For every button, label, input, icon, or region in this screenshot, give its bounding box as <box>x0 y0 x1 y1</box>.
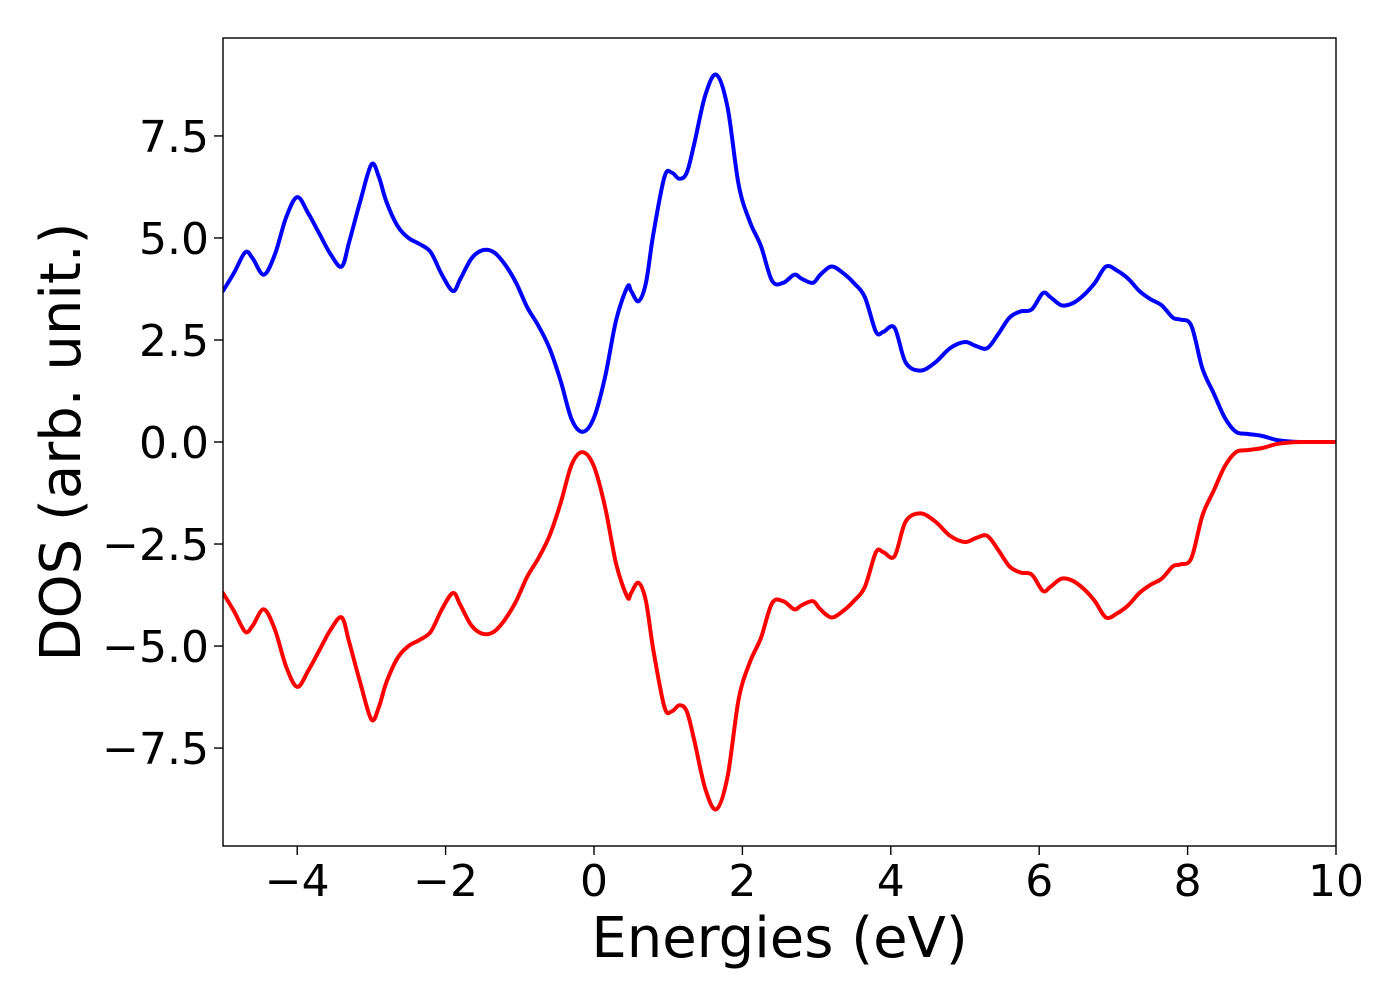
series-line-1 <box>223 72 1336 445</box>
x-tick-label: 8 <box>1174 856 1202 907</box>
y-tick-label: −2.5 <box>102 520 209 571</box>
y-tick-label: 7.5 <box>139 112 209 163</box>
x-tick-label: −4 <box>265 856 330 907</box>
x-tick-label: 6 <box>1025 856 1053 907</box>
x-tick-label: 10 <box>1308 856 1364 907</box>
x-axis-ticks: −4 −2 0 2 4 6 8 10 <box>265 846 1364 907</box>
series-line-2 <box>223 439 1336 812</box>
y-tick-label: 0.0 <box>139 418 209 469</box>
y-tick-label: −5.0 <box>102 622 209 673</box>
y-axis-ticks: −7.5 −5.0 −2.5 0.0 2.5 5.0 7.5 <box>102 112 223 775</box>
x-tick-label: 0 <box>580 856 608 907</box>
x-tick-label: −2 <box>413 856 478 907</box>
y-tick-label: −7.5 <box>102 724 209 775</box>
y-tick-label: 2.5 <box>139 316 209 367</box>
x-tick-label: 2 <box>728 856 756 907</box>
y-tick-label: 5.0 <box>139 214 209 265</box>
x-axis-label: Energies (eV) <box>591 906 967 971</box>
x-tick-label: 4 <box>877 856 905 907</box>
y-axis-label: DOS (arb. unit.) <box>29 222 94 661</box>
series-layer <box>223 72 1336 812</box>
